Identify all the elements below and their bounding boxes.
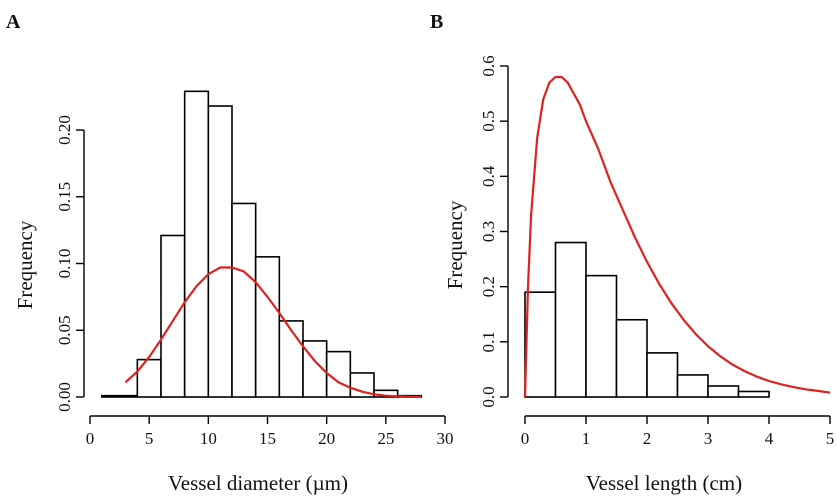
panel-a-y-axis: 0.00 0.05 0.10 0.15 0.20	[55, 115, 85, 412]
histogram-bar	[707, 385, 740, 398]
y-tick-label: 0.1	[479, 331, 498, 352]
panel-b-x-axis-label: Vessel length (cm)	[586, 471, 742, 495]
y-tick-label: 0.4	[479, 165, 498, 187]
histogram-bar	[160, 234, 186, 398]
y-tick-label: 0.20	[55, 115, 74, 145]
panel-a-y-axis-label: Frequency	[13, 220, 37, 309]
histogram-bar	[136, 358, 162, 398]
histogram-bar	[349, 372, 375, 398]
histogram-bar	[676, 374, 709, 398]
x-tick-label: 10	[200, 429, 217, 448]
x-tick-label: 3	[704, 429, 713, 448]
panel-b-fit-curve	[523, 75, 831, 398]
histogram-bar	[207, 105, 233, 398]
x-tick-label: 4	[765, 429, 774, 448]
x-tick-label: 30	[437, 429, 454, 448]
y-tick-label: 0.0	[479, 386, 498, 407]
panel-b-label: B	[430, 11, 443, 33]
x-tick-label: 5	[145, 429, 154, 448]
panel-a-bars	[101, 90, 423, 398]
panel-b-x-axis: 0 1 2 3 4 5	[521, 415, 835, 448]
histogram-bar	[646, 352, 679, 398]
x-tick-label: 5	[826, 429, 835, 448]
y-tick-label: 0.5	[479, 111, 498, 132]
y-tick-label: 0.6	[479, 55, 498, 76]
histogram-bar	[231, 202, 257, 398]
panel-a-x-axis: 0 5 10 15 20 25 30	[86, 415, 454, 448]
histogram-bar	[737, 390, 770, 398]
x-tick-label: 15	[259, 429, 276, 448]
x-tick-label: 0	[521, 429, 530, 448]
histogram-bar	[254, 256, 281, 398]
y-tick-label: 0.15	[55, 182, 74, 212]
y-tick-label: 0.10	[55, 249, 74, 279]
panel-a-fit-curve	[124, 266, 422, 398]
histogram-bar	[554, 241, 587, 398]
y-tick-label: 0.05	[55, 315, 74, 345]
x-tick-label: 2	[643, 429, 652, 448]
panel-b-bars	[524, 241, 770, 398]
y-tick-label: 0.2	[479, 276, 498, 297]
x-tick-label: 1	[582, 429, 591, 448]
panel-b: B 0 1 2 3 4 5 0.0 0.1 0.2 0.3 0.4 0.5 0.6 Vessel le…	[430, 11, 834, 495]
histogram-bar	[585, 274, 618, 398]
panel-a-x-axis-label: Vessel diameter (µm)	[168, 471, 348, 495]
histogram-bar	[615, 318, 648, 398]
y-tick-label: 0.3	[479, 221, 498, 242]
x-tick-label: 25	[377, 429, 394, 448]
histogram-bar	[278, 320, 304, 398]
histogram-bar	[325, 350, 352, 398]
panel-b-y-axis-label: Frequency	[443, 200, 467, 289]
y-tick-label: 0.00	[55, 382, 74, 412]
histogram-bar	[524, 291, 557, 398]
panel-a-label: A	[6, 11, 21, 33]
x-tick-label: 20	[318, 429, 335, 448]
panel-a: A 0 5 10 15 20 25 30 0.00 0.05 0.10 0.15 0.20 Vess…	[6, 11, 454, 495]
histogram-bar	[101, 394, 139, 398]
x-tick-label: 0	[86, 429, 95, 448]
histogram-bar	[183, 90, 210, 398]
panel-b-y-axis: 0.0 0.1 0.2 0.3 0.4 0.5 0.6	[479, 55, 509, 408]
